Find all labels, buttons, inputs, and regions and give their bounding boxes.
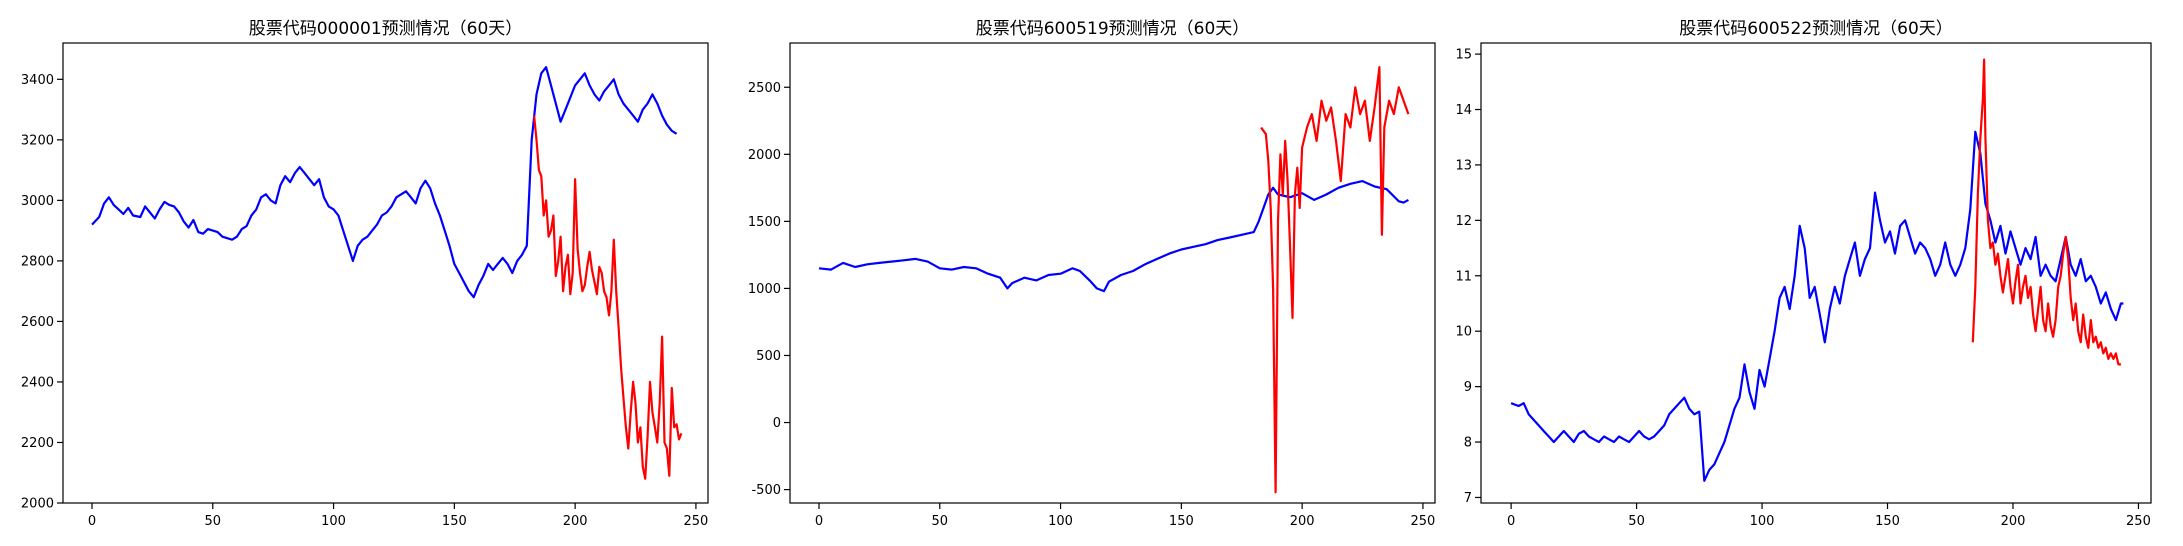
chart-title-600522: 股票代码600522预测情况（60天）: [1679, 19, 1953, 39]
chart-panel-600519: 0 50 100 150 200 250 -500 0 500 1000 1500 2000 2500: [748, 42, 1436, 529]
chart-panel-000001: 0 50 100 150 200 250 2000 2200 2400 2600 2800 3000 3…: [21, 42, 709, 529]
y-tick-label: 1000: [748, 282, 781, 297]
y-tick-label: 3400: [21, 73, 54, 88]
x-tick-label: 0: [1507, 514, 1515, 529]
x-tick-label: 50: [1628, 514, 1645, 529]
y-tick-label: 15: [1455, 48, 1472, 63]
y-tick-label: 500: [756, 349, 781, 364]
x-tick-label: 150: [1875, 514, 1900, 529]
y-tick-label: 8: [1464, 436, 1472, 451]
y-tick-label: 2000: [21, 497, 54, 512]
x-tick-label: 200: [2001, 514, 2026, 529]
series-line-actual-600522: [1510, 130, 2124, 482]
x-tick-label: 50: [205, 514, 222, 529]
y-tick-label: 2500: [748, 81, 781, 96]
y-tick-label: 12: [1455, 214, 1472, 229]
y-tick-label: 1500: [748, 215, 781, 230]
y-tick-label: 2600: [21, 315, 54, 330]
y-tick-label: 2800: [21, 254, 54, 269]
x-tick-label: 200: [1290, 514, 1315, 529]
y-tick-label: 7: [1464, 491, 1472, 506]
series-line-predicted-000001: [533, 115, 683, 480]
x-tick-label: 250: [1411, 514, 1436, 529]
y-tick-label: 3200: [21, 133, 54, 148]
axes-frame-600519: [789, 42, 1436, 504]
y-tick-label: 3000: [21, 194, 54, 209]
x-tick-label: 0: [815, 514, 823, 529]
chart-panel-600522: 0 50 100 150 200 250 7 8 9 10 11 12 13 14 15: [1455, 42, 2152, 529]
series-line-predicted-600522: [1971, 58, 2121, 366]
x-tick-label: 0: [88, 514, 96, 529]
series-line-predicted-600519: [1260, 66, 1410, 494]
x-tick-label: 100: [1048, 514, 1073, 529]
y-tick-label: 14: [1455, 103, 1472, 118]
axes-frame-000001: [62, 42, 709, 504]
series-line-actual-000001: [91, 66, 678, 299]
y-tick-label: 2000: [748, 148, 781, 163]
chart-title-600519: 股票代码600519预测情况（60天）: [975, 19, 1250, 39]
y-tick-label: 9: [1464, 380, 1472, 395]
y-tick-label: 10: [1455, 325, 1472, 340]
x-tick-label: 150: [1169, 514, 1194, 529]
x-tick-label: 200: [563, 514, 588, 529]
axes-frame-600522: [1480, 42, 2152, 504]
x-tick-label: 150: [442, 514, 467, 529]
y-tick-label: 2400: [21, 375, 54, 390]
y-tick-label: 13: [1455, 158, 1472, 173]
series-line-actual-600519: [818, 180, 1409, 293]
y-tick-label: 11: [1455, 269, 1472, 284]
y-tick-label: -500: [751, 483, 781, 498]
x-tick-label: 250: [684, 514, 709, 529]
x-tick-label: 100: [1750, 514, 1775, 529]
y-tick-label: 0: [773, 416, 781, 431]
x-tick-label: 50: [932, 514, 949, 529]
x-tick-label: 250: [2126, 514, 2151, 529]
chart-title-000001: 股票代码000001预测情况（60天）: [248, 19, 523, 39]
x-tick-label: 100: [321, 514, 346, 529]
y-tick-label: 2200: [21, 436, 54, 451]
